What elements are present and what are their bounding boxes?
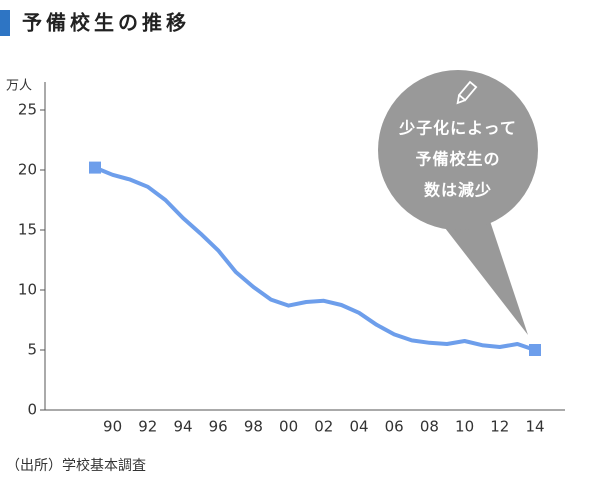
callout-text: 少子化によって [398, 119, 517, 138]
y-tick-label: 20 [18, 161, 37, 179]
chart-title: 予備校生の推移 [22, 11, 190, 35]
y-tick-label: 15 [18, 221, 37, 239]
y-tick-label: 0 [27, 401, 37, 419]
x-tick-label: 96 [209, 418, 228, 436]
x-tick-label: 08 [420, 418, 439, 436]
x-tick-label: 06 [385, 418, 404, 436]
callout-tail [445, 215, 528, 335]
x-tick-label: 02 [314, 418, 333, 436]
endpoint-marker [529, 344, 541, 356]
x-tick-label: 00 [279, 418, 298, 436]
callout-bubble [378, 70, 538, 230]
source: （出所）学校基本調査 [6, 457, 146, 474]
y-tick-label: 10 [18, 281, 37, 299]
y-tick-label: 5 [27, 341, 37, 359]
x-tick-label: 94 [173, 418, 192, 436]
x-tick-label: 14 [525, 418, 544, 436]
callout-text: 数は減少 [424, 181, 492, 200]
data-line [94, 165, 536, 352]
endpoint-marker [89, 161, 101, 174]
x-tick-label: 04 [349, 418, 368, 436]
y-tick-label: 25 [18, 101, 37, 119]
title-accent [0, 10, 10, 36]
x-tick-label: 98 [244, 418, 263, 436]
callout-text: 予備校生の [415, 150, 500, 169]
x-tick-label: 10 [455, 418, 474, 436]
pencil-icon [456, 80, 478, 105]
y-unit: 万人 [6, 79, 32, 94]
x-tick-label: 12 [490, 418, 509, 436]
x-tick-label: 90 [103, 418, 122, 436]
callout [378, 70, 538, 335]
x-tick-label: 92 [138, 418, 157, 436]
